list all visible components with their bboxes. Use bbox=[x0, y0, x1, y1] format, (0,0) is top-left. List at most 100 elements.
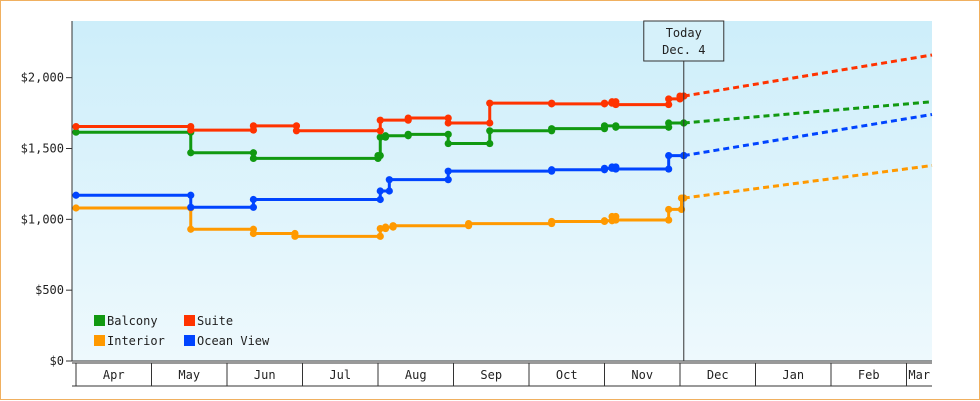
data-point-suite bbox=[292, 127, 301, 135]
legend-swatch-interior bbox=[94, 335, 105, 346]
data-point-balcony bbox=[486, 127, 494, 135]
data-point-balcony bbox=[376, 151, 384, 160]
x-tick-label: Aug bbox=[405, 368, 427, 382]
data-point-ocean-view bbox=[665, 165, 673, 173]
data-point-suite bbox=[486, 99, 494, 107]
data-point-balcony bbox=[600, 125, 609, 133]
data-point-ocean-view bbox=[376, 187, 384, 195]
data-point-ocean-view bbox=[385, 187, 393, 195]
x-tick-label: Oct bbox=[556, 368, 578, 382]
data-point-balcony bbox=[444, 139, 452, 148]
data-point-suite bbox=[486, 119, 494, 127]
data-point-interior bbox=[376, 232, 384, 240]
data-point-ocean-view bbox=[444, 167, 452, 175]
series-layer bbox=[72, 53, 933, 240]
data-point-suite bbox=[444, 114, 452, 122]
data-point-interior bbox=[72, 204, 80, 212]
data-point-balcony bbox=[187, 149, 195, 157]
data-point-suite bbox=[376, 116, 384, 124]
legend-swatch-suite bbox=[184, 315, 195, 326]
data-point-suite bbox=[72, 122, 80, 131]
data-point-balcony bbox=[665, 123, 673, 131]
y-tick-label: $2,000 bbox=[21, 71, 64, 85]
x-tick-label: Jun bbox=[254, 368, 276, 382]
data-point-ocean-view bbox=[665, 151, 673, 160]
data-point-ocean-view bbox=[187, 203, 195, 211]
data-point-suite bbox=[444, 119, 452, 127]
data-point-ocean-view bbox=[249, 203, 258, 211]
data-point-ocean-view bbox=[249, 195, 258, 204]
legend-label-ocean-view: Ocean View bbox=[197, 334, 270, 348]
forecast-line-ocean-view bbox=[683, 113, 933, 158]
plot-area bbox=[72, 21, 932, 361]
y-tick-label: $1,500 bbox=[21, 142, 64, 156]
data-point-ocean-view bbox=[444, 176, 452, 184]
data-point-balcony bbox=[486, 139, 494, 148]
data-point-balcony bbox=[72, 128, 80, 136]
data-point-suite bbox=[548, 99, 556, 107]
data-point-interior bbox=[381, 224, 390, 233]
legend-swatch-ocean-view bbox=[184, 335, 195, 346]
data-point-suite bbox=[600, 100, 609, 108]
y-tick-label: $0 bbox=[50, 354, 64, 368]
data-point-balcony bbox=[249, 154, 258, 163]
data-point-interior bbox=[665, 205, 673, 214]
data-point-interior bbox=[389, 223, 397, 231]
legend: Balcony Suite Interior Ocean View bbox=[94, 314, 270, 348]
data-point-balcony bbox=[381, 133, 390, 141]
forecast-line-suite bbox=[683, 53, 933, 98]
data-point-balcony bbox=[612, 122, 620, 130]
data-point-ocean-view bbox=[612, 163, 620, 171]
forecast-line-balcony bbox=[683, 100, 933, 125]
data-point-suite bbox=[404, 116, 412, 124]
data-point-interior bbox=[600, 217, 609, 226]
data-point-ocean-view bbox=[72, 191, 80, 199]
x-tick-label: Nov bbox=[631, 368, 653, 382]
data-point-suite bbox=[292, 122, 301, 130]
data-point-suite bbox=[187, 122, 195, 131]
data-point-interior bbox=[665, 216, 673, 224]
y-tick-label: $1,000 bbox=[21, 212, 64, 226]
today-label: Today bbox=[666, 26, 702, 40]
data-point-suite bbox=[249, 126, 258, 134]
x-tick-label: Feb bbox=[858, 368, 880, 382]
today-date-label: Dec. 4 bbox=[662, 43, 705, 57]
data-point-balcony bbox=[444, 130, 452, 138]
today-box bbox=[643, 20, 725, 62]
axis-layer: $0 $500 $1,000 $1,500 $2,000 Apr May Jun Jul Aug S… bbox=[21, 21, 932, 387]
data-point-ocean-view bbox=[187, 191, 195, 199]
x-tick-label: Jul bbox=[329, 368, 351, 382]
data-point-ocean-view bbox=[376, 195, 384, 204]
data-point-interior bbox=[291, 229, 299, 238]
x-tick-label: Jan bbox=[782, 368, 804, 382]
x-tick-label: Dec bbox=[707, 368, 729, 382]
data-point-suite bbox=[612, 98, 620, 106]
legend-swatch-balcony bbox=[94, 315, 105, 326]
data-point-balcony bbox=[404, 132, 412, 140]
data-point-interior bbox=[612, 212, 620, 221]
x-tick-label: Apr bbox=[103, 368, 125, 382]
legend-label-balcony: Balcony bbox=[107, 314, 158, 328]
x-tick-label: Mar bbox=[908, 368, 930, 382]
data-point-interior bbox=[548, 219, 556, 228]
legend-label-suite: Suite bbox=[197, 314, 233, 328]
x-tick-label: May bbox=[178, 368, 200, 382]
data-point-ocean-view bbox=[548, 167, 556, 175]
x-tick-label: Sep bbox=[480, 368, 502, 382]
today-annotation: Today Dec. 4 bbox=[643, 20, 725, 361]
data-point-ocean-view bbox=[600, 166, 609, 174]
data-point-balcony bbox=[249, 149, 258, 157]
data-point-suite bbox=[665, 100, 673, 109]
legend-label-interior: Interior bbox=[107, 334, 165, 348]
data-point-interior bbox=[187, 225, 195, 233]
y-tick-label: $500 bbox=[35, 283, 64, 297]
data-point-suite bbox=[665, 95, 673, 103]
data-point-ocean-view bbox=[385, 176, 393, 184]
data-point-interior bbox=[249, 225, 258, 233]
data-point-interior bbox=[465, 222, 473, 230]
forecast-line-interior bbox=[683, 164, 933, 200]
data-point-suite bbox=[376, 127, 384, 135]
data-point-balcony bbox=[548, 127, 556, 135]
